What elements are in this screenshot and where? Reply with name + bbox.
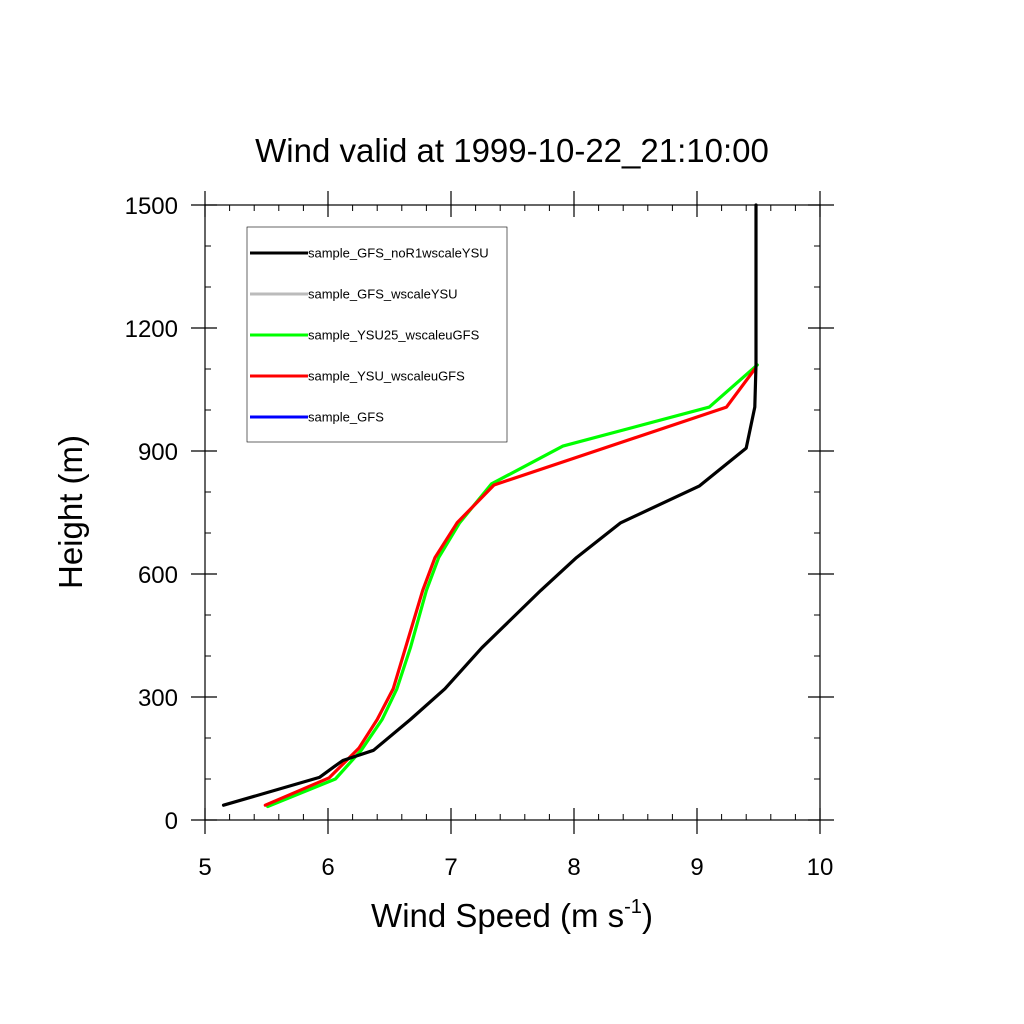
x-tick-label: 8 (567, 854, 580, 881)
x-axis-label-main: Wind Speed (m s (371, 897, 624, 934)
legend-label: sample_YSU_wscaleuGFS (308, 369, 465, 384)
legend-entries: sample_GFS_noR1wscaleYSU sample_GFS_wscal… (250, 246, 489, 425)
series-line-0 (221, 203, 758, 807)
y-tick-label: 900 (138, 439, 178, 466)
x-tick-label: 9 (690, 854, 703, 881)
y-tick-label: 300 (138, 685, 178, 712)
x-tick-labels: 5 6 7 8 9 10 (198, 854, 833, 881)
x-tick-label: 5 (198, 854, 211, 881)
series-lines (221, 203, 759, 809)
legend-label: sample_GFS_wscaleYSU (308, 287, 458, 302)
major-ticks (191, 191, 834, 834)
x-tick-label: 7 (444, 854, 457, 881)
x-axis-label-sup: -1 (624, 896, 642, 918)
legend-label: sample_GFS (308, 410, 384, 425)
plot-frame (204, 204, 821, 821)
y-tick-labels: 0 300 600 900 1200 1500 (125, 193, 178, 835)
y-tick-label: 1200 (125, 316, 178, 343)
legend-label: sample_YSU25_wscaleuGFS (308, 328, 480, 343)
x-axis-label: Wind Speed (m s-1) (371, 896, 653, 934)
x-axis-label-end: ) (642, 897, 653, 934)
y-axis-label: Height (m) (52, 435, 89, 589)
series-line-2 (266, 363, 759, 809)
y-tick-label: 0 (165, 808, 178, 835)
x-tick-label: 6 (321, 854, 334, 881)
x-tick-label: 10 (807, 854, 834, 881)
legend: sample_GFS_noR1wscaleYSU sample_GFS_wscal… (246, 226, 508, 443)
chart-title: Wind valid at 1999-10-22_21:10:00 (255, 132, 769, 169)
y-tick-label: 600 (138, 562, 178, 589)
series-line-3 (263, 367, 757, 807)
legend-label: sample_GFS_noR1wscaleYSU (308, 246, 489, 261)
y-tick-label: 1500 (125, 193, 178, 220)
